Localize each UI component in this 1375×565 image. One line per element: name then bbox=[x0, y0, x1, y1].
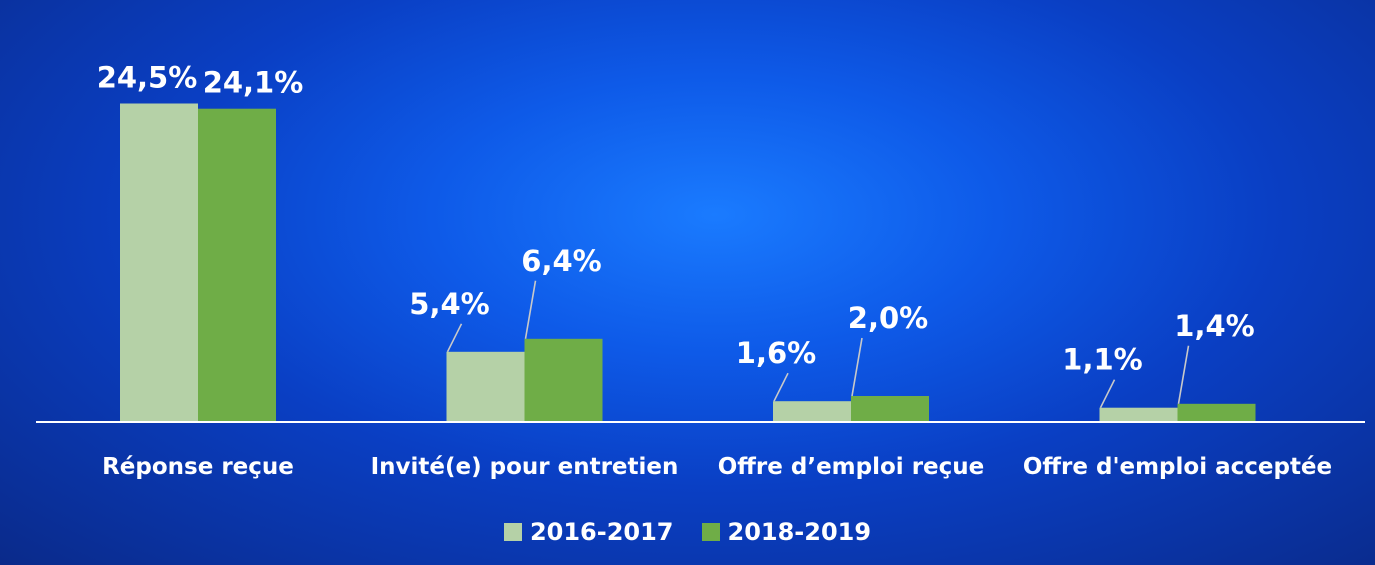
category-label: Réponse reçue bbox=[102, 454, 294, 480]
data-label: 1,4% bbox=[1174, 309, 1254, 343]
bar-2-3 bbox=[851, 396, 929, 422]
category-label: Invité(e) pour entretien bbox=[371, 454, 679, 480]
bar-2-1 bbox=[198, 108, 276, 422]
legend-label: 2016-2017 bbox=[529, 518, 674, 546]
leader-line bbox=[1177, 345, 1190, 404]
legend-label: 2018-2019 bbox=[727, 518, 872, 546]
bar-1-3 bbox=[773, 401, 851, 422]
legend: 2016-2017 2018-2019 bbox=[0, 512, 1375, 552]
leader-line bbox=[773, 372, 789, 402]
data-label: 1,6% bbox=[736, 336, 816, 370]
legend-swatch bbox=[503, 523, 522, 541]
data-label: 24,5% bbox=[97, 61, 198, 95]
legend-item-series-2: 2018-2019 bbox=[701, 518, 872, 546]
legend-swatch bbox=[701, 523, 720, 541]
leader-line bbox=[851, 337, 863, 397]
leader-line bbox=[1099, 379, 1116, 409]
legend-item-series-1: 2016-2017 bbox=[503, 518, 674, 546]
data-label: 6,4% bbox=[521, 244, 601, 278]
bar-1-1 bbox=[120, 103, 198, 422]
bar-2-2 bbox=[524, 338, 603, 422]
data-label: 24,1% bbox=[203, 66, 304, 100]
category-label: Offre d'emploi acceptée bbox=[1023, 454, 1332, 480]
data-label: 1,1% bbox=[1062, 343, 1142, 377]
leader-line bbox=[524, 280, 537, 339]
data-label: 5,4% bbox=[409, 287, 489, 321]
bar-1-2 bbox=[446, 351, 525, 422]
bar-2-4 bbox=[1177, 403, 1256, 422]
leader-line bbox=[446, 323, 463, 353]
category-label: Offre d’emploi reçue bbox=[718, 454, 985, 480]
data-label: 2,0% bbox=[848, 301, 928, 335]
bar-chart: 24,5% 24,1% Réponse reçue 5,4% 6,4% Invité(e)… bbox=[97, 61, 1332, 480]
bar-1-4 bbox=[1099, 407, 1178, 422]
